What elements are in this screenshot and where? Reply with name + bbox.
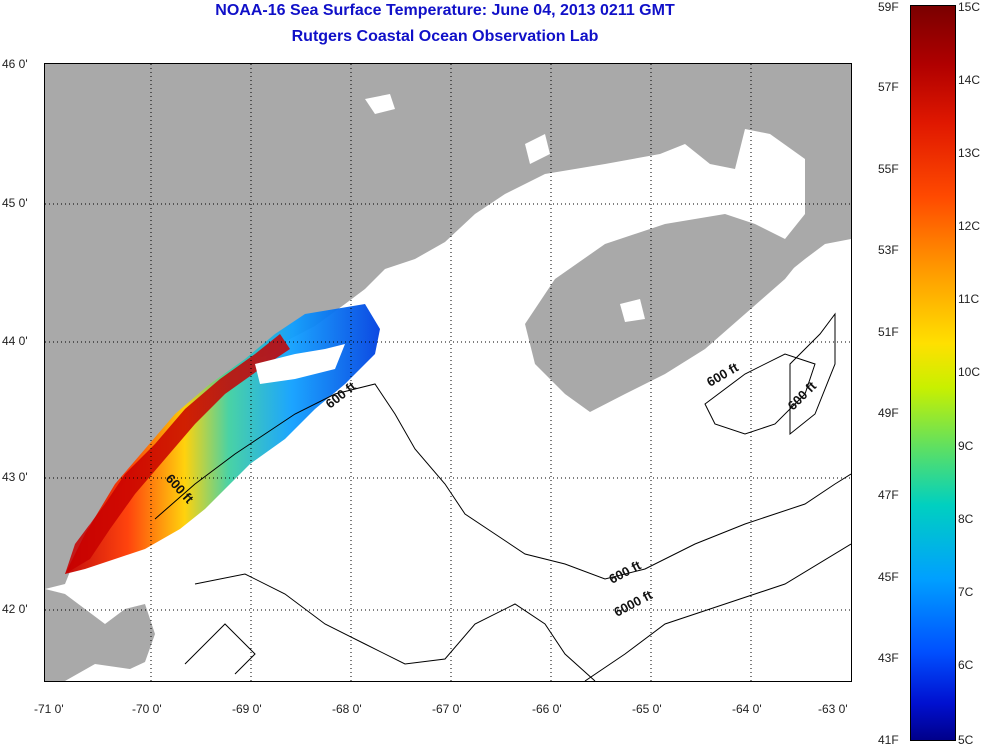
lon-tick-label: -65 0': [632, 702, 662, 716]
temperature-colorbar: [910, 5, 956, 741]
contour-600ft-east: [704, 353, 816, 435]
colorbar-c-label: 15C: [958, 0, 981, 14]
lat-tick-label: 43 0': [2, 470, 28, 484]
colorbar-f-label: 49F: [878, 406, 899, 420]
contour-georges: [184, 623, 256, 675]
colorbar-c-label: 12C: [958, 219, 981, 233]
sst-warm-coastal: [65, 334, 290, 574]
contour-600ft-gulf: [154, 383, 851, 580]
lat-tick-label: 45 0': [2, 196, 28, 210]
lon-tick-label: -68 0': [332, 702, 362, 716]
colorbar-c-label: 13C: [958, 146, 981, 160]
colorbar-f-label: 45F: [878, 570, 899, 584]
colorbar-f-label: 57F: [878, 80, 899, 94]
lon-tick-label: -69 0': [232, 702, 262, 716]
colorbar-f-label: 41F: [878, 733, 899, 747]
inland-lake: [365, 94, 395, 114]
lat-tick-label: 42 0': [2, 602, 28, 616]
map-plot-area: 600 ft 600 ft 600 ft 600 ft 600 ft 6000 …: [44, 63, 852, 682]
lon-tick-label: -67 0': [432, 702, 462, 716]
colorbar-c-label: 5C: [958, 733, 974, 747]
colorbar-f-label: 47F: [878, 488, 899, 502]
contour-600ft-ne: [789, 312, 836, 436]
colorbar-c-label: 7C: [958, 585, 974, 599]
sst-cloud-gap: [255, 344, 345, 384]
contour-label: 6000 ft: [611, 587, 655, 620]
contour-600ft-inner: [194, 573, 596, 681]
colorbar-c-label: 6C: [958, 658, 974, 672]
colorbar-f-label: 59F: [878, 0, 899, 14]
mainland-land: [45, 64, 851, 589]
depth-contours: [154, 312, 851, 681]
lat-tick-label: 44 0': [2, 334, 28, 348]
colorbar-c-label: 14C: [958, 73, 981, 87]
lon-tick-label: -64 0': [732, 702, 762, 716]
colorbar-c-label: 9C: [958, 439, 974, 453]
colorbar-f-label: 43F: [878, 651, 899, 665]
inland-lake: [525, 134, 550, 164]
map-subtitle: Rutgers Coastal Ocean Observation Lab: [291, 28, 599, 45]
lon-tick-label: -63 0': [818, 702, 848, 716]
nova-scotia-land: [525, 214, 805, 412]
contour-label: 600 ft: [704, 359, 741, 389]
inland-lake: [620, 299, 645, 322]
lon-tick-label: -71 0': [34, 702, 64, 716]
colorbar-c-label: 8C: [958, 512, 974, 526]
contour-6000ft: [584, 543, 851, 681]
colorbar-c-label: 10C: [958, 365, 981, 379]
graticule: [45, 64, 851, 681]
map-svg: 600 ft 600 ft 600 ft 600 ft 600 ft 6000 …: [45, 64, 851, 681]
contour-label: 600 ft: [606, 557, 644, 587]
cape-cod-land: [45, 589, 155, 681]
colorbar-f-label: 55F: [878, 162, 899, 176]
colorbar-f-label: 53F: [878, 243, 899, 257]
colorbar-c-label: 11C: [958, 292, 980, 306]
colorbar-f-label: 51F: [878, 325, 899, 339]
lat-tick-label: 46 0': [2, 57, 28, 71]
map-title: NOAA-16 Sea Surface Temperature: June 04…: [215, 2, 675, 19]
lon-tick-label: -70 0': [132, 702, 162, 716]
lon-tick-label: -66 0': [532, 702, 562, 716]
